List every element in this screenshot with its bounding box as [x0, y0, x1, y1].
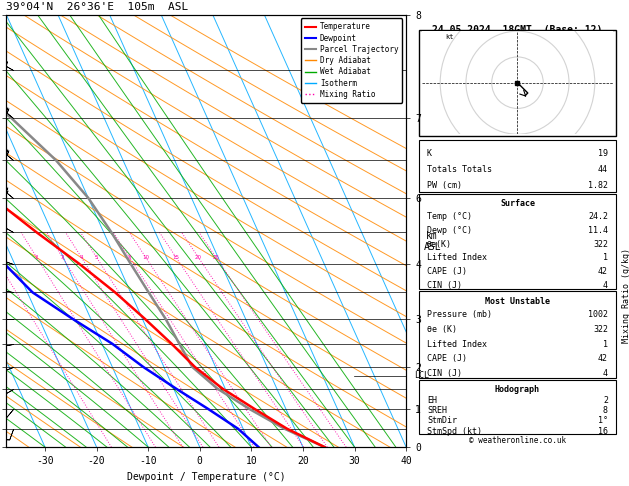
Text: 10: 10 — [142, 255, 149, 260]
Text: 3: 3 — [61, 255, 64, 260]
Text: 1002: 1002 — [588, 310, 608, 319]
Text: θe (K): θe (K) — [427, 325, 457, 334]
Text: 39°04'N  26°36'E  105m  ASL: 39°04'N 26°36'E 105m ASL — [6, 2, 189, 13]
Text: Pressure (mb): Pressure (mb) — [427, 310, 492, 319]
Text: Totals Totals: Totals Totals — [427, 165, 492, 174]
Text: 4: 4 — [603, 369, 608, 378]
Text: 4: 4 — [80, 255, 83, 260]
Text: 1.82: 1.82 — [588, 180, 608, 190]
Bar — [418, 140, 616, 192]
Text: 24.05.2024  18GMT  (Base: 12): 24.05.2024 18GMT (Base: 12) — [432, 25, 603, 35]
Text: CIN (J): CIN (J) — [427, 280, 462, 290]
Text: 322: 322 — [593, 240, 608, 248]
Y-axis label: km
ASL: km ASL — [423, 231, 441, 252]
Text: 1°: 1° — [598, 417, 608, 425]
Text: Surface: Surface — [500, 199, 535, 208]
Text: 42: 42 — [598, 267, 608, 276]
Text: Most Unstable: Most Unstable — [485, 296, 550, 306]
Text: © weatheronline.co.uk: © weatheronline.co.uk — [469, 436, 566, 445]
Text: SREH: SREH — [427, 406, 447, 415]
Text: 44: 44 — [598, 165, 608, 174]
Text: CAPE (J): CAPE (J) — [427, 354, 467, 364]
Text: 42: 42 — [598, 354, 608, 364]
Text: 20: 20 — [195, 255, 202, 260]
Text: 16: 16 — [598, 427, 608, 435]
Text: CAPE (J): CAPE (J) — [427, 267, 467, 276]
Text: Lifted Index: Lifted Index — [427, 340, 487, 348]
Text: CIN (J): CIN (J) — [427, 369, 462, 378]
Text: 24.2: 24.2 — [588, 212, 608, 221]
Text: EH: EH — [427, 396, 437, 405]
Text: kt: kt — [445, 34, 454, 40]
Legend: Temperature, Dewpoint, Parcel Trajectory, Dry Adiabat, Wet Adiabat, Isotherm, Mi: Temperature, Dewpoint, Parcel Trajectory… — [301, 18, 403, 103]
Text: θe(K): θe(K) — [427, 240, 452, 248]
Text: 8: 8 — [603, 406, 608, 415]
Text: Lifted Index: Lifted Index — [427, 253, 487, 262]
Bar — [418, 380, 616, 434]
Text: Mixing Ratio (g/kg): Mixing Ratio (g/kg) — [621, 248, 629, 343]
Bar — [418, 30, 616, 136]
Text: Temp (°C): Temp (°C) — [427, 212, 472, 221]
Bar — [418, 194, 616, 289]
Text: 322: 322 — [593, 325, 608, 334]
Text: 19: 19 — [598, 149, 608, 158]
Text: LCL: LCL — [414, 371, 429, 381]
Text: PW (cm): PW (cm) — [427, 180, 462, 190]
Text: StmSpd (kt): StmSpd (kt) — [427, 427, 482, 435]
Text: 5: 5 — [95, 255, 98, 260]
Text: 11.4: 11.4 — [588, 226, 608, 235]
Text: Hodograph: Hodograph — [495, 385, 540, 394]
Text: 2: 2 — [603, 396, 608, 405]
Text: 4: 4 — [603, 280, 608, 290]
X-axis label: Dewpoint / Temperature (°C): Dewpoint / Temperature (°C) — [127, 472, 286, 482]
Text: Dewp (°C): Dewp (°C) — [427, 226, 472, 235]
Text: 1: 1 — [603, 253, 608, 262]
Text: K: K — [427, 149, 432, 158]
Bar — [418, 292, 616, 378]
Text: 8: 8 — [128, 255, 131, 260]
Text: 15: 15 — [173, 255, 180, 260]
Text: 1: 1 — [603, 340, 608, 348]
Text: 25: 25 — [213, 255, 220, 260]
Text: StmDir: StmDir — [427, 417, 457, 425]
Text: 2: 2 — [35, 255, 38, 260]
